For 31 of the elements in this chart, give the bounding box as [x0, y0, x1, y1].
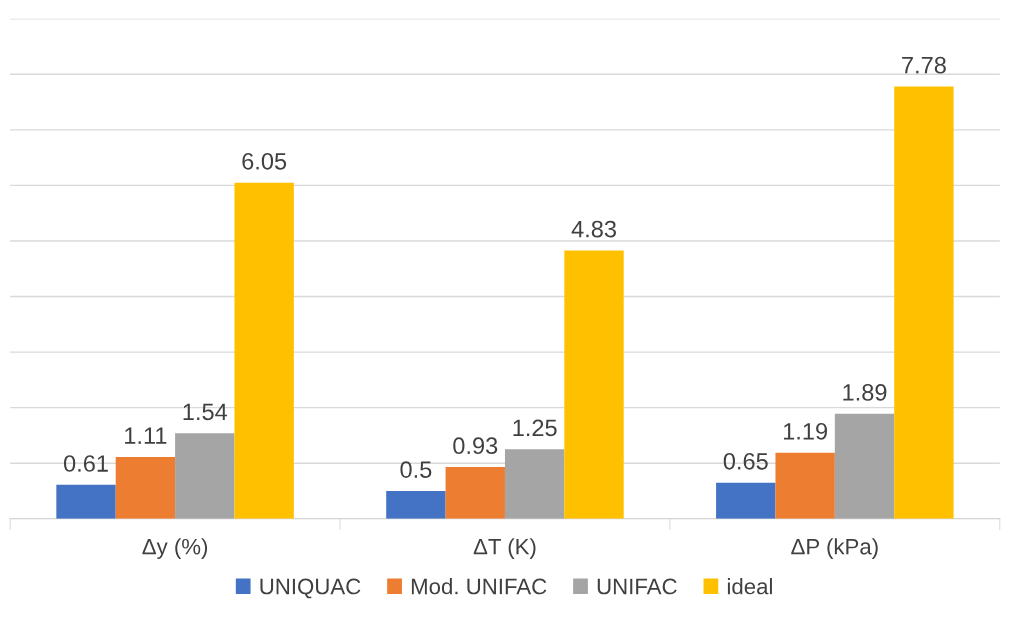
x-tick-label: ΔP (kPa)	[791, 538, 878, 559]
data-label: 0.65	[723, 452, 768, 470]
legend-label: Mod. UNIFAC	[411, 578, 547, 595]
bar	[834, 413, 895, 519]
bar	[504, 449, 565, 519]
data-label: 1.25	[513, 419, 557, 437]
legend-label: ideal	[727, 578, 772, 595]
legend-label: UNIQUAC	[260, 578, 361, 599]
bar	[564, 250, 624, 519]
bar	[234, 182, 294, 519]
data-label: 4.83	[571, 220, 616, 238]
data-label: 0.61	[63, 455, 108, 472]
x-tick-label: Δy (%)	[142, 538, 208, 559]
data-label: 1.11	[125, 427, 167, 444]
data-label: 6.05	[242, 152, 287, 170]
data-label: 7.78	[902, 56, 946, 74]
data-label: 0.93	[453, 437, 498, 455]
bar	[56, 484, 116, 519]
bar	[115, 457, 176, 519]
legend-label: UNIFAC	[597, 578, 677, 595]
bar	[894, 86, 954, 519]
data-label: 1.19	[783, 422, 828, 440]
x-tick-label: ΔT (K)	[473, 538, 536, 559]
bar	[386, 490, 446, 519]
data-label: 1.89	[843, 384, 887, 401]
bar	[716, 482, 776, 519]
data-label: 1.54	[183, 403, 228, 421]
data-label: 0.5	[400, 461, 432, 478]
bar	[775, 452, 835, 519]
bar	[445, 467, 505, 519]
bar	[175, 433, 235, 519]
